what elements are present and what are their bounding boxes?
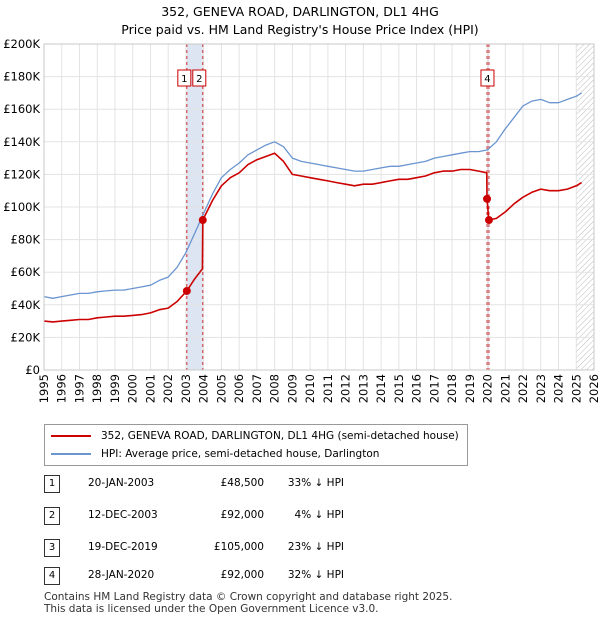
annotation-box: [192, 69, 207, 87]
transaction-number: 2: [44, 507, 60, 525]
x-tick-label: 2016: [410, 374, 424, 403]
transaction-hpi-diff: 23% ↓ HPI: [287, 541, 344, 553]
x-tick-label: 1997: [72, 374, 86, 403]
footer-copyright: Contains HM Land Registry data © Crown c…: [44, 591, 453, 603]
x-tick-label: 2015: [392, 374, 406, 403]
transaction-row: 4 28-JAN-2020 £92,000 32% ↓ HPI: [44, 567, 464, 585]
annotation-text: 4: [484, 74, 490, 85]
x-tick-label: 2008: [268, 374, 282, 403]
legend-swatch-property: [51, 435, 91, 437]
annotation-label-1: 1: [177, 69, 192, 87]
transaction-price: £92,000: [220, 509, 264, 521]
annotation-label-2: 2: [192, 69, 207, 87]
x-tick-label: 2013: [356, 374, 370, 403]
chart-title: 352, GENEVA ROAD, DARLINGTON, DL1 4HG: [161, 4, 439, 19]
x-tick-label: 2006: [232, 374, 246, 403]
annotation-box: [480, 69, 495, 87]
y-tick-label: £20K: [11, 330, 41, 344]
legend-label-property: 352, GENEVA ROAD, DARLINGTON, DL1 4HG (s…: [101, 430, 459, 442]
sale-point: [483, 194, 492, 203]
hpi-series-line: [44, 92, 582, 299]
annotation-text: 2: [196, 74, 202, 85]
price-chart: 1 2 4 £0 £20K £40K £60K £80K £100K £120K £140K £160…: [3, 37, 600, 403]
x-tick-label: 1995: [37, 374, 51, 403]
transaction-row: 2 12-DEC-2003 £92,000 4% ↓ HPI: [44, 507, 464, 525]
annotation-text: 1: [181, 74, 187, 85]
y-tick-label: £60K: [11, 265, 41, 279]
transaction-date: 12-DEC-2003: [88, 509, 158, 521]
y-tick-label: £160K: [3, 102, 40, 116]
chart-subtitle: Price paid vs. HM Land Registry's House …: [121, 22, 479, 37]
transaction-number: 1: [44, 475, 60, 493]
x-tick-label: 2017: [427, 374, 441, 403]
y-tick-label: £140K: [3, 135, 40, 149]
y-tick-label: £80K: [11, 233, 41, 247]
x-tick-label: 1999: [108, 374, 122, 403]
transaction-price: £92,000: [220, 569, 264, 581]
x-tick-label: 2003: [179, 374, 193, 403]
transaction-hpi-diff: 4% ↓ HPI: [294, 509, 344, 521]
x-tick-label: 2024: [552, 374, 566, 403]
transaction-row: 1 20-JAN-2003 £48,500 33% ↓ HPI: [44, 475, 464, 493]
transaction-hpi-diff: 33% ↓ HPI: [287, 477, 344, 489]
x-tick-label: 2007: [250, 374, 264, 403]
x-tick-label: 2018: [445, 374, 459, 403]
annotation-box: [177, 69, 192, 87]
sale-point: [182, 286, 191, 295]
transaction-hpi-diff: 32% ↓ HPI: [287, 569, 344, 581]
x-tick-label: 2022: [516, 374, 530, 403]
legend: 352, GENEVA ROAD, DARLINGTON, DL1 4HG (s…: [44, 424, 468, 466]
sale-point: [198, 216, 207, 225]
x-tick-label: 2019: [463, 374, 477, 403]
legend-swatch-hpi: [51, 453, 91, 455]
transaction-number: 4: [44, 567, 60, 585]
y-tick-label: £120K: [3, 167, 40, 181]
x-tick-label: 2023: [534, 374, 548, 403]
transaction-number: 3: [44, 539, 60, 557]
transaction-date: 20-JAN-2003: [88, 477, 155, 489]
x-tick-label: 2021: [498, 374, 512, 403]
plot-frame: [43, 43, 595, 371]
footer-licence: This data is licensed under the Open Gov…: [44, 603, 379, 615]
x-tick-label: 2025: [569, 374, 583, 403]
annotation-label-4: 4: [480, 69, 495, 87]
x-tick-label: 1998: [90, 374, 104, 403]
y-tick-label: £200K: [3, 37, 40, 51]
transaction-date: 19-DEC-2019: [88, 541, 158, 553]
x-tick-label: 2001: [143, 374, 157, 403]
x-tick-label: 2000: [126, 374, 140, 403]
legend-label-hpi: HPI: Average price, semi-detached house,…: [101, 448, 380, 460]
transaction-row: 3 19-DEC-2019 £105,000 23% ↓ HPI: [44, 539, 464, 557]
y-tick-label: £0: [25, 363, 40, 377]
transaction-price: £105,000: [213, 541, 264, 553]
y-tick-label: £180K: [3, 70, 40, 84]
x-tick-label: 2005: [214, 374, 228, 403]
x-tick-label: 2012: [339, 374, 353, 403]
y-tick-label: £100K: [3, 200, 40, 214]
sale-point: [484, 216, 493, 225]
x-tick-label: 2026: [587, 374, 600, 403]
x-tick-label: 2011: [321, 374, 335, 403]
x-tick-label: 1996: [55, 374, 69, 403]
x-tick-label: 2004: [197, 374, 211, 403]
x-tick-label: 2002: [161, 374, 175, 403]
x-tick-label: 2009: [285, 374, 299, 403]
x-tick-label: 2020: [481, 374, 495, 403]
transaction-price: £48,500: [220, 477, 264, 489]
y-tick-label: £40K: [11, 298, 41, 312]
x-tick-label: 2010: [303, 374, 317, 403]
x-tick-label: 2014: [374, 374, 388, 403]
transaction-date: 28-JAN-2020: [88, 569, 155, 581]
